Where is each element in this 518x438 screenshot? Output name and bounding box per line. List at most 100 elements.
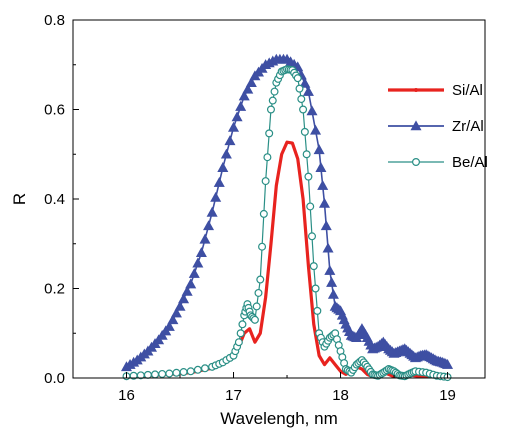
data-point <box>261 177 270 186</box>
data-point <box>179 368 188 377</box>
legend-marker <box>414 88 418 92</box>
data-point <box>310 124 322 135</box>
series-line <box>126 68 448 378</box>
x-tick-label: 16 <box>118 387 135 404</box>
data-point <box>238 320 247 329</box>
y-tick-label: 0.6 <box>44 102 65 119</box>
x-axis-title: Wavelengh, nm <box>220 409 337 428</box>
data-point <box>206 206 218 217</box>
data-point <box>317 179 329 190</box>
data-point <box>192 257 204 268</box>
data-point <box>258 242 267 251</box>
data-point <box>299 105 308 114</box>
data-point <box>193 365 202 374</box>
legend-label: Zr/Al <box>452 118 484 135</box>
data-point <box>297 95 306 104</box>
data-point <box>185 278 197 289</box>
x-tick-label: 18 <box>332 387 349 404</box>
axes: 16 17 18 19 0.0 0.2 0.4 0.6 0.8 <box>44 12 486 404</box>
data-point <box>265 129 274 138</box>
data-point <box>167 314 179 325</box>
data-point <box>188 267 200 278</box>
data-point <box>306 202 315 211</box>
data-point <box>326 276 338 287</box>
data-point <box>442 358 454 369</box>
y-tick-label: 0.8 <box>44 12 65 29</box>
data-point <box>268 96 277 105</box>
data-point <box>313 144 325 155</box>
data-point <box>259 209 268 218</box>
data-point <box>228 121 240 132</box>
data-point <box>263 153 272 162</box>
data-point <box>217 162 229 172</box>
legend-label: Si/Al <box>452 82 483 99</box>
data-point <box>242 83 254 94</box>
series-zr-al <box>120 53 454 372</box>
data-point <box>315 162 327 172</box>
data-point <box>220 148 232 159</box>
data-point <box>200 364 209 373</box>
y-axis-title: R <box>10 193 29 205</box>
data-point <box>304 172 313 181</box>
data-point <box>302 85 314 96</box>
series-line <box>126 140 448 379</box>
data-point <box>174 300 186 311</box>
data-point <box>234 338 243 347</box>
series-be-al <box>122 65 452 382</box>
data-point <box>318 197 330 208</box>
data-point <box>293 74 302 83</box>
data-point <box>186 367 195 376</box>
data-point <box>143 370 152 379</box>
data-point <box>320 220 332 231</box>
data-point <box>300 127 309 136</box>
data-point <box>256 275 265 284</box>
data-point <box>195 247 207 258</box>
legend-marker <box>412 158 421 167</box>
plot-area <box>120 53 454 382</box>
data-point <box>172 368 181 377</box>
data-point <box>165 369 174 378</box>
data-point <box>213 176 225 187</box>
data-point <box>163 320 175 331</box>
data-point <box>252 302 261 311</box>
data-point <box>231 111 243 122</box>
data-point <box>313 306 322 315</box>
data-point <box>327 288 339 299</box>
data-point <box>245 77 257 87</box>
data-point <box>302 150 311 159</box>
data-point <box>299 77 311 88</box>
legend-label: Be/Al <box>452 154 488 171</box>
data-point <box>311 284 320 293</box>
data-point <box>203 220 215 231</box>
x-tick-label: 17 <box>225 387 242 404</box>
y-tick-label: 0.2 <box>44 281 65 298</box>
legend: Si/Al Zr/Al Be/Al <box>388 82 488 171</box>
data-point <box>158 369 167 378</box>
legend-marker <box>410 120 422 131</box>
data-point <box>322 242 334 253</box>
data-point <box>266 105 275 114</box>
data-point <box>254 288 263 297</box>
data-point <box>210 191 222 202</box>
y-tick-label: 0.4 <box>44 191 65 208</box>
data-point <box>270 87 279 96</box>
x-tick-label: 19 <box>439 387 456 404</box>
data-point <box>224 135 236 146</box>
data-point <box>236 329 245 338</box>
data-point <box>250 315 259 324</box>
data-point <box>199 233 211 244</box>
data-point <box>295 84 304 93</box>
data-point <box>170 307 182 318</box>
data-point <box>151 370 160 379</box>
data-point <box>178 293 190 304</box>
series-si-al <box>126 140 448 379</box>
data-point <box>324 264 336 275</box>
data-point <box>238 90 250 101</box>
data-point <box>235 100 247 111</box>
data-point <box>307 232 316 241</box>
data-point <box>306 105 318 116</box>
y-tick-label: 0.0 <box>44 370 65 387</box>
data-point <box>181 285 193 296</box>
data-point <box>309 262 318 271</box>
